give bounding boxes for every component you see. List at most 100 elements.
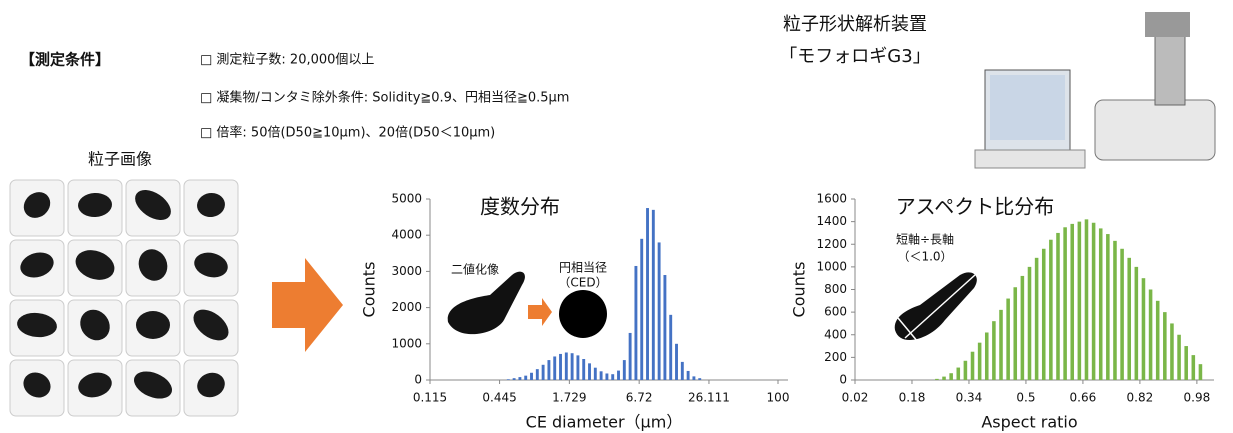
bar: [1198, 364, 1203, 380]
bar: [640, 238, 644, 380]
y-tick-label: 1000: [816, 259, 847, 273]
bar: [949, 373, 953, 380]
bar: [1077, 221, 1082, 380]
bar: [992, 321, 996, 380]
instrument-column: [1154, 34, 1186, 106]
bar: [942, 376, 946, 380]
x-tick-label: 0.98: [1184, 391, 1211, 405]
bar: [1148, 289, 1153, 380]
x-tick-label: 100: [767, 391, 790, 405]
bar: [564, 352, 568, 380]
x-tick-label: 0.02: [842, 391, 869, 405]
screen: [990, 75, 1065, 140]
bar: [1091, 222, 1096, 380]
chart-title: 度数分布: [480, 195, 560, 219]
annotation: 短軸÷長軸: [896, 233, 954, 247]
bar: [1041, 248, 1046, 380]
bar: [675, 343, 678, 380]
instrument-head: [1145, 12, 1190, 37]
x-axis-title: CE diameter（μm）: [526, 413, 683, 432]
annotation: （CED）: [558, 276, 607, 290]
bar: [1127, 257, 1131, 380]
y-tick-label: 600: [824, 305, 847, 319]
aspect-diagram: [894, 272, 977, 343]
bar: [686, 370, 690, 380]
bar: [999, 309, 1003, 380]
bar: [977, 342, 982, 380]
bar: [956, 367, 961, 380]
x-tick-label: 0.82: [1127, 391, 1154, 405]
arrow: [272, 258, 343, 352]
particle: [20, 252, 54, 278]
x-tick-label: 0.445: [482, 391, 516, 405]
particle-images-title: 粒子画像: [88, 150, 152, 169]
ced-diagram: [447, 271, 607, 338]
bar: [547, 360, 551, 380]
bar: [506, 379, 510, 380]
bar: [535, 369, 539, 380]
bar: [593, 367, 597, 380]
bar: [651, 209, 655, 380]
bar: [1170, 323, 1174, 380]
bar: [1113, 240, 1117, 380]
bar: [1134, 266, 1139, 380]
bar: [646, 208, 649, 380]
bar: [1013, 287, 1018, 380]
x-tick-label: 1.729: [552, 391, 586, 405]
bar: [524, 375, 528, 380]
y-tick-label: 5000: [391, 192, 422, 206]
y-tick-label: 3000: [391, 264, 422, 278]
bar: [1155, 300, 1160, 380]
ced-circle: [559, 290, 607, 338]
bar: [518, 377, 522, 380]
y-tick-label: 4000: [391, 228, 422, 242]
bar: [669, 314, 673, 380]
bar: [576, 355, 580, 380]
bar: [984, 332, 989, 380]
bar: [1098, 228, 1103, 380]
particle: [78, 372, 112, 398]
major-axis: [904, 274, 976, 339]
bar: [559, 353, 562, 380]
x-tick-label: 0.66: [1070, 391, 1097, 405]
bar: [628, 332, 632, 380]
particle: [197, 372, 225, 398]
bar: [570, 353, 574, 380]
bar: [530, 372, 533, 380]
bar: [582, 359, 586, 380]
y-axis-title: Counts: [360, 262, 379, 318]
particle: [23, 372, 51, 398]
particle: [194, 252, 228, 278]
bar: [1027, 266, 1032, 380]
bar: [935, 378, 939, 380]
particle: [17, 312, 57, 338]
bar: [1020, 275, 1025, 380]
bar: [692, 376, 696, 380]
y-tick-label: 1200: [816, 237, 847, 251]
y-tick-label: 2000: [391, 300, 422, 314]
particle: [138, 249, 168, 281]
instrument-title: 粒子形状解析装置: [783, 14, 927, 35]
x-tick-label: 26.111: [688, 391, 730, 405]
bar: [605, 373, 609, 380]
bar: [1034, 257, 1039, 380]
bar: [663, 275, 667, 380]
y-tick-label: 200: [824, 350, 847, 364]
instrument-body: [1094, 99, 1216, 161]
particle: [197, 192, 225, 218]
bar: [680, 361, 684, 380]
particle: [135, 190, 171, 220]
x-tick-label: 0.18: [899, 391, 926, 405]
particle-grid: [9, 179, 239, 417]
conditions-title: 【測定条件】: [20, 51, 110, 69]
bar: [599, 371, 603, 380]
condition: □ 測定粒子数: 20,000個以上: [200, 53, 374, 68]
x-tick-label: 0.5: [1016, 391, 1035, 405]
chart-title: アスペクト比分布: [896, 195, 1055, 219]
bar: [698, 378, 702, 380]
bar: [1006, 298, 1010, 380]
bar: [1141, 278, 1146, 380]
particle: [80, 309, 110, 341]
bar: [1163, 312, 1167, 380]
